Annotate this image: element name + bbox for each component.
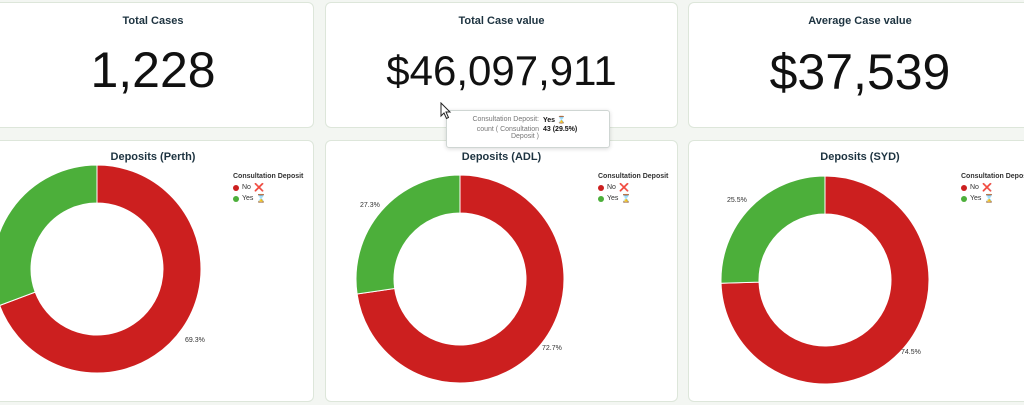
chart-tooltip: Consultation Deposit: Yes ⌛ count ( Cons… bbox=[446, 110, 610, 148]
donut-chart-syd[interactable] bbox=[689, 141, 1024, 403]
legend-dot-yes bbox=[233, 195, 239, 202]
legend-label: No bbox=[970, 184, 979, 191]
legend-item-yes[interactable]: Yes ⌛ bbox=[961, 194, 1024, 203]
legend-dot-yes bbox=[598, 195, 604, 202]
tooltip-row: Consultation Deposit: Yes ⌛ bbox=[453, 116, 603, 124]
chart-title: Deposits (SYD) bbox=[820, 151, 900, 163]
kpi-title: Total Case value bbox=[458, 15, 545, 27]
tooltip-key: count ( Consultation Deposit ) bbox=[476, 126, 539, 140]
pct-label-no: 72.7% bbox=[542, 345, 562, 352]
legend-item-no[interactable]: No ❌ bbox=[233, 183, 303, 192]
hourglass-icon: ⌛ bbox=[256, 194, 267, 203]
legend-label: No bbox=[242, 184, 251, 191]
chart-title: Deposits (Perth) bbox=[110, 151, 196, 163]
legend-item-yes[interactable]: Yes ⌛ bbox=[598, 194, 668, 203]
mouse-cursor-icon bbox=[440, 102, 452, 120]
legend-label: No bbox=[607, 184, 616, 191]
chart-card-syd: Deposits (SYD) 25.5% 74.5% Consultation … bbox=[688, 140, 1024, 402]
pct-label-yes: 27.3% bbox=[360, 202, 380, 209]
donut-slice-yes[interactable] bbox=[720, 175, 826, 284]
legend-dot-no bbox=[233, 184, 239, 191]
legend: Consultation Deposit No ❌ Yes ⌛ bbox=[233, 173, 303, 205]
legend-dot-no bbox=[598, 184, 604, 191]
donut-slice-yes[interactable] bbox=[355, 174, 461, 295]
kpi-value: $37,539 bbox=[769, 44, 951, 100]
legend-label: Yes bbox=[607, 195, 619, 202]
legend-dot-no bbox=[961, 184, 967, 191]
kpi-value: $46,097,911 bbox=[386, 47, 617, 94]
legend-item-no[interactable]: No ❌ bbox=[598, 183, 668, 192]
tooltip-key: Consultation Deposit: bbox=[472, 116, 539, 123]
chart-title: Deposits (ADL) bbox=[461, 151, 542, 163]
legend: Consultation Deposit No ❌ Yes ⌛ bbox=[598, 173, 668, 205]
legend-item-no[interactable]: No ❌ bbox=[961, 183, 1024, 192]
legend-label: Yes bbox=[970, 195, 982, 202]
pct-label-no: 69.3% bbox=[185, 337, 205, 344]
kpi-card-total-cases: Total Cases 1,228 bbox=[0, 2, 314, 128]
donut-slice-no[interactable] bbox=[356, 174, 565, 384]
kpi-card-average-case-value: Average Case value $37,539 bbox=[688, 2, 1024, 128]
tooltip-value: 43 (29.5%) bbox=[543, 126, 578, 133]
legend-label: Yes bbox=[242, 195, 254, 202]
cross-mark-icon: ❌ bbox=[618, 183, 629, 192]
pct-label-no: 74.5% bbox=[901, 349, 921, 356]
cross-mark-icon: ❌ bbox=[981, 183, 992, 192]
pct-label-yes: 25.5% bbox=[727, 197, 747, 204]
tooltip-value: Yes ⌛ bbox=[543, 117, 566, 124]
kpi-card-total-case-value: Total Case value $46,097,911 bbox=[325, 2, 678, 128]
donut-chart-perth[interactable] bbox=[0, 141, 315, 403]
chart-card-adl: Deposits (ADL) 27.3% 72.7% Consultation … bbox=[325, 140, 678, 402]
kpi-title: Total Cases bbox=[122, 15, 184, 27]
legend: Consultation Deposit No ❌ Yes ⌛ bbox=[961, 173, 1024, 205]
donut-slice-yes[interactable] bbox=[0, 164, 98, 306]
legend-title: Consultation Deposit bbox=[233, 173, 304, 180]
legend-title: Consultation Deposit bbox=[961, 173, 1024, 180]
legend-dot-yes bbox=[961, 195, 967, 202]
donut-slice-no[interactable] bbox=[0, 164, 202, 374]
tooltip-row: count ( Consultation Deposit ) 43 (29.5%… bbox=[453, 126, 603, 140]
cross-mark-icon: ❌ bbox=[253, 183, 264, 192]
kpi-value: 1,228 bbox=[90, 42, 216, 98]
kpi-title: Average Case value bbox=[808, 15, 912, 27]
legend-title: Consultation Deposit bbox=[598, 173, 669, 180]
hourglass-icon: ⌛ bbox=[621, 194, 632, 203]
chart-card-perth: Deposits (Perth) % 69.3% Consultation De… bbox=[0, 140, 314, 402]
donut-chart-adl[interactable] bbox=[326, 141, 679, 403]
hourglass-icon: ⌛ bbox=[984, 194, 995, 203]
legend-item-yes[interactable]: Yes ⌛ bbox=[233, 194, 303, 203]
donut-slice-no[interactable] bbox=[720, 175, 930, 385]
